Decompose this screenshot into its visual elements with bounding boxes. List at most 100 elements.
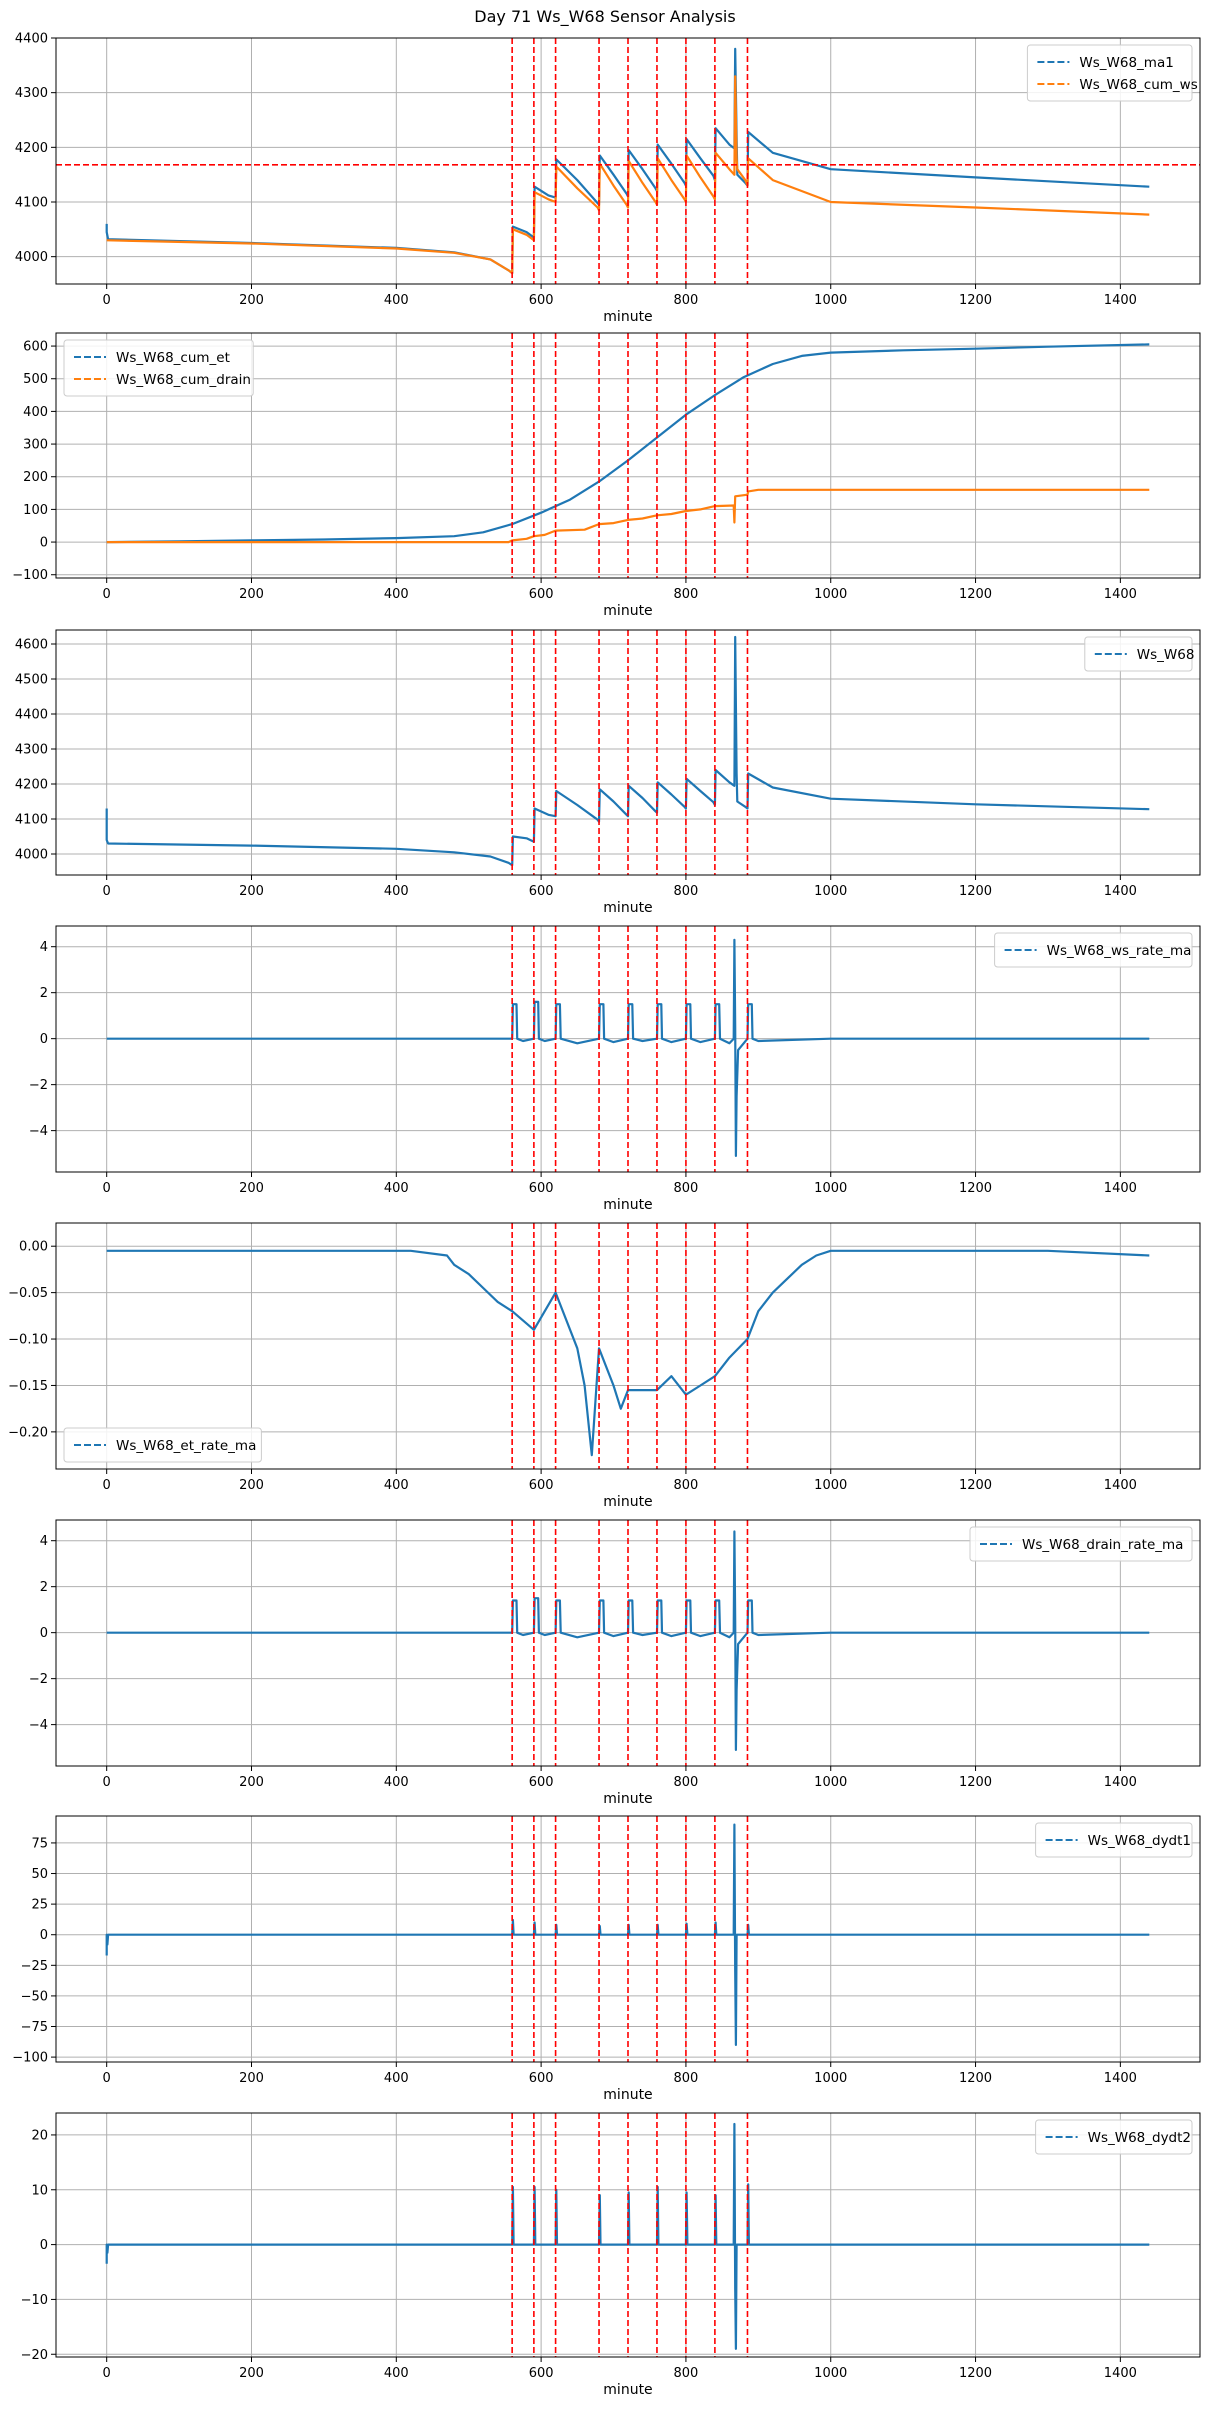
x-axis-label: minute <box>603 2087 652 2103</box>
y-tick-label: 4200 <box>15 141 48 156</box>
x-tick-label: 1200 <box>959 1775 992 1790</box>
legend-label: Ws_W68_dydt2 <box>1088 2130 1191 2146</box>
y-tick-label: −20 <box>21 2348 48 2363</box>
subplot-8: 0 200 400 600 800 1000 1200 1400 −20 −10 0 10 20 minu… <box>21 2112 1201 2398</box>
x-tick-label: 1400 <box>1104 293 1137 308</box>
axes-frame <box>55 925 1201 1173</box>
y-tick-label: 300 <box>23 438 48 453</box>
y-tick-label: 0 <box>40 2238 48 2253</box>
y-tick-label: 200 <box>23 470 48 485</box>
axes-frame <box>55 332 1201 579</box>
x-tick-label: 1400 <box>1104 2366 1137 2381</box>
y-tick-label: −4 <box>29 1124 48 1139</box>
x-tick-label: 0 <box>103 587 111 602</box>
x-tick-label: 400 <box>384 884 409 899</box>
y-tick-label: 10 <box>31 2183 48 2198</box>
x-tick-label: 600 <box>529 1775 554 1790</box>
y-tick-label: 4500 <box>15 673 48 688</box>
subplot-7: 0 200 400 600 800 1000 1200 1400 −100 −75 −50 −25 0 2… <box>12 1815 1201 2103</box>
legend-label: Ws_W68_dydt1 <box>1088 1833 1191 1849</box>
x-tick-label: 400 <box>384 2366 409 2381</box>
y-tick-label: 50 <box>31 1867 48 1882</box>
x-tick-label: 600 <box>529 587 554 602</box>
y-tick-label: 0 <box>40 1928 48 1943</box>
legend: Ws_W68_ws_rate_ma <box>994 932 1193 968</box>
x-tick-label: 1200 <box>959 1181 992 1196</box>
y-tick-label: −0.15 <box>8 1379 48 1394</box>
x-tick-label: 800 <box>674 587 699 602</box>
y-tick-label: 4300 <box>15 743 48 758</box>
x-tick-label: 1200 <box>959 884 992 899</box>
y-tick-label: −75 <box>21 2020 48 2035</box>
plot-area <box>106 333 1150 578</box>
x-tick-label: 1400 <box>1104 587 1137 602</box>
subplots: 0 200 400 600 800 1000 1200 1400400041004200430… <box>8 32 1201 2398</box>
x-tick-label: 800 <box>674 1181 699 1196</box>
y-tick-label: 4600 <box>15 638 48 653</box>
x-tick-label: 600 <box>529 1478 554 1493</box>
axes-frame <box>55 37 1201 285</box>
y-tick-label: −100 <box>12 568 48 583</box>
legend-label: Ws_W68_cum_drain <box>116 372 251 388</box>
subplot-2: 0 200 400 600 800 1000 1200 1400 −100 0 100 200 300 4… <box>12 332 1201 619</box>
plot-area <box>106 1223 1150 1469</box>
x-axis-label: minute <box>603 603 652 619</box>
x-axis-label: minute <box>603 900 652 916</box>
x-tick-label: 1000 <box>814 587 847 602</box>
x-tick-label: 400 <box>384 1181 409 1196</box>
legend-box <box>969 1526 1193 1562</box>
series-line-Ws_W68_dydt1 <box>105 1823 1150 2047</box>
x-tick-label: 0 <box>103 293 111 308</box>
y-tick-label: 100 <box>23 503 48 518</box>
x-tick-label: 200 <box>239 1775 264 1790</box>
plot-area <box>105 2113 1150 2357</box>
y-tick-label: 0 <box>40 1626 48 1641</box>
x-tick-label: 200 <box>239 1478 264 1493</box>
x-tick-label: 200 <box>239 2366 264 2381</box>
y-tick-label: 400 <box>23 405 48 420</box>
x-tick-label: 1000 <box>814 2071 847 2086</box>
legend: Ws_W68_et_rate_ma <box>63 1427 262 1463</box>
plot-area <box>106 1520 1150 1766</box>
subplot-5: 0 200 400 600 800 1000 1200 1400 −0.20 −0.15 −0.10… <box>8 1222 1201 1510</box>
y-tick-label: 4300 <box>15 86 48 101</box>
figure-title: Day 71 Ws_W68 Sensor Analysis <box>474 7 735 27</box>
legend: Ws_W68_ma1 Ws_W68_cum_ws <box>1026 44 1198 102</box>
x-tick-label: 1000 <box>814 2366 847 2381</box>
subplot-6: 0 200 400 600 800 1000 1200 1400 −4 −2 0 2 4 minute Ws… <box>29 1519 1201 1807</box>
legend-label: Ws_W68_cum_ws <box>1079 77 1197 93</box>
x-tick-label: 400 <box>384 2071 409 2086</box>
y-tick-label: −4 <box>29 1718 48 1733</box>
x-tick-label: 400 <box>384 1478 409 1493</box>
x-tick-label: 0 <box>103 1775 111 1790</box>
y-tick-label: 25 <box>31 1898 48 1913</box>
y-tick-label: 75 <box>31 1836 48 1851</box>
y-tick-label: 4 <box>40 940 48 955</box>
x-tick-label: 800 <box>674 2366 699 2381</box>
x-tick-label: 1200 <box>959 2366 992 2381</box>
x-axis-label: minute <box>603 1197 652 1213</box>
x-tick-label: 800 <box>674 884 699 899</box>
y-tick-label: 4 <box>40 1534 48 1549</box>
x-tick-label: 200 <box>239 884 264 899</box>
legend: Ws_W68 <box>1084 636 1194 672</box>
legend-box <box>1035 2119 1193 2155</box>
x-tick-label: 400 <box>384 293 409 308</box>
legend-box <box>63 1427 262 1463</box>
legend-box <box>63 339 254 397</box>
legend-label: Ws_W68_drain_rate_ma <box>1022 1537 1183 1553</box>
x-tick-label: 0 <box>103 884 111 899</box>
x-tick-label: 0 <box>103 1478 111 1493</box>
x-tick-label: 800 <box>674 293 699 308</box>
y-tick-label: 600 <box>23 340 48 355</box>
x-tick-label: 1000 <box>814 1775 847 1790</box>
subplot-3: 0 200 400 600 800 1000 1200 1400 4000 4100 4200 430… <box>15 629 1201 916</box>
plot-area <box>105 630 1150 875</box>
y-tick-label: −50 <box>21 1989 48 2004</box>
legend-box <box>1035 1822 1193 1858</box>
series-line-Ws_W68_cum_ws <box>106 75 1150 275</box>
y-tick-label: 0 <box>40 536 48 551</box>
series-line-Ws_W68_dydt2 <box>105 2122 1150 2350</box>
x-axis-label: minute <box>603 1791 652 1807</box>
legend-label: Ws_W68_et_rate_ma <box>116 1438 256 1454</box>
